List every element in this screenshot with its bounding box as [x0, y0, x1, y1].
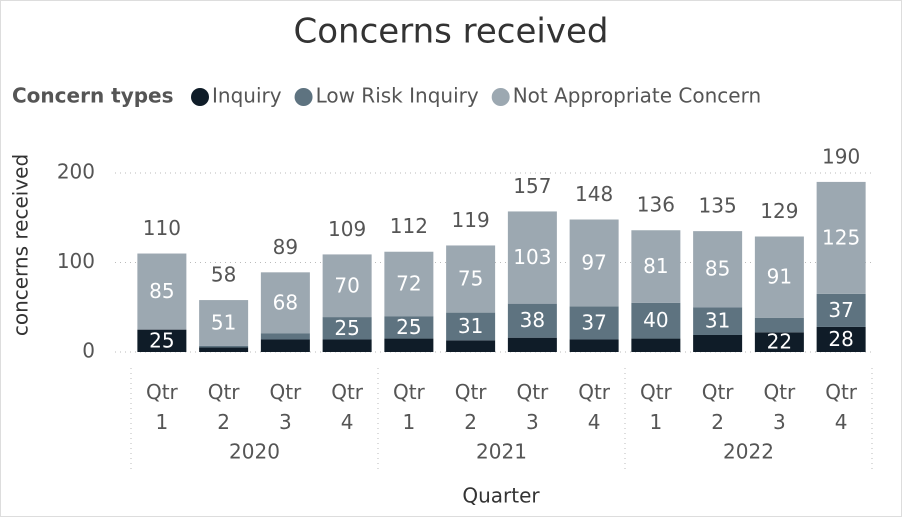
x-axis-title: Quarter — [462, 484, 540, 508]
bar-segment — [260, 333, 310, 340]
y-tick-label: 100 — [57, 249, 95, 273]
data-label: 37 — [828, 298, 853, 322]
bar-segment — [260, 339, 310, 352]
legend-marker — [491, 88, 510, 106]
bar-segment — [199, 300, 249, 346]
data-label: 72 — [396, 271, 421, 295]
total-label: 58 — [211, 263, 236, 287]
data-label: 91 — [767, 265, 792, 289]
bar-segment — [693, 307, 743, 335]
legend-label: Not Appropriate Concern — [513, 84, 761, 108]
total-label: 119 — [452, 208, 490, 232]
data-label: 97 — [581, 250, 606, 274]
data-label: 38 — [520, 308, 545, 332]
bar-segment — [631, 230, 681, 303]
group-label: 2020 — [229, 440, 280, 464]
bar-segment — [384, 251, 434, 317]
bar-segment — [816, 293, 866, 327]
bar-segment — [816, 326, 866, 352]
bar-segment — [507, 211, 557, 304]
bar-segment — [322, 339, 372, 352]
data-label: 81 — [643, 254, 668, 278]
legend-title: Concern types — [12, 84, 174, 108]
bar-segment — [631, 302, 681, 339]
x-tick-label: Qtr 4 — [331, 380, 364, 434]
bar-segment — [199, 345, 249, 348]
bar-segment — [384, 338, 434, 352]
data-label: 25 — [396, 315, 421, 339]
bar-segment — [507, 337, 557, 352]
x-tick-label: Qtr 1 — [146, 380, 179, 434]
bar-segment — [569, 306, 619, 340]
x-tick-label: Qtr 3 — [516, 380, 549, 434]
bar-segment — [322, 317, 372, 340]
bar-segment — [754, 236, 804, 318]
group-label: 2021 — [476, 440, 527, 464]
legend-label: Low Risk Inquiry — [316, 84, 479, 108]
data-label: 85 — [149, 279, 174, 303]
bar-segment — [754, 332, 804, 352]
data-label: 85 — [705, 257, 730, 281]
data-label: 31 — [705, 309, 730, 333]
bar-segment — [693, 231, 743, 308]
bar-segment — [322, 254, 372, 318]
x-tick-label: Qtr 3 — [763, 380, 796, 434]
y-tick-label: 0 — [82, 339, 95, 363]
total-label: 136 — [637, 193, 675, 217]
bar-segment — [137, 253, 187, 330]
total-label: 157 — [513, 174, 551, 198]
bar-segment — [199, 347, 249, 352]
x-tick-label: Qtr 1 — [640, 380, 673, 434]
total-label: 110 — [143, 216, 181, 240]
data-label: 37 — [581, 310, 606, 334]
legend-marker — [191, 88, 209, 106]
total-label: 129 — [760, 199, 798, 223]
data-label: 125 — [822, 225, 860, 249]
total-label: 190 — [822, 144, 860, 168]
legend-label: Inquiry — [212, 84, 282, 108]
x-tick-label: Qtr 2 — [702, 380, 735, 434]
data-label: 75 — [458, 267, 483, 291]
bar-segment — [569, 219, 619, 307]
bar-segment — [754, 317, 804, 333]
legend-marker — [294, 88, 313, 106]
chart-title: Concerns received — [294, 12, 609, 52]
bar-segment — [816, 181, 866, 294]
data-label: 28 — [828, 327, 853, 351]
bar-segment — [446, 245, 496, 313]
bar-segment — [137, 329, 187, 352]
data-label: 70 — [334, 273, 359, 297]
data-label: 40 — [643, 308, 668, 332]
x-tick-label: Qtr 2 — [208, 380, 241, 434]
bar-segment — [631, 338, 681, 352]
x-tick-label: Qtr 2 — [455, 380, 488, 434]
bar-segment — [260, 272, 310, 334]
data-label: 68 — [273, 290, 298, 314]
total-label: 135 — [699, 194, 737, 218]
data-label: 22 — [767, 330, 792, 354]
x-tick-label: Qtr 1 — [393, 380, 426, 434]
x-tick-label: Qtr 3 — [269, 380, 302, 434]
y-tick-label: 200 — [57, 159, 95, 183]
data-label: 31 — [458, 314, 483, 338]
group-label: 2022 — [723, 440, 774, 464]
bar-segment — [384, 316, 434, 339]
y-axis-title: concerns received — [9, 154, 33, 336]
data-label: 51 — [211, 310, 236, 334]
total-label: 89 — [273, 235, 298, 259]
x-tick-label: Qtr 4 — [578, 380, 611, 434]
total-label: 148 — [575, 182, 613, 206]
bar-segment — [569, 339, 619, 352]
data-label: 103 — [513, 245, 551, 269]
bar-segment — [693, 334, 743, 352]
data-label: 25 — [149, 328, 174, 352]
total-label: 109 — [328, 217, 366, 241]
bar-segment — [507, 303, 557, 338]
bar-segment — [446, 340, 496, 352]
total-label: 112 — [390, 214, 428, 238]
bar-segment — [446, 312, 496, 341]
x-tick-label: Qtr 4 — [825, 380, 858, 434]
data-label: 25 — [334, 316, 359, 340]
